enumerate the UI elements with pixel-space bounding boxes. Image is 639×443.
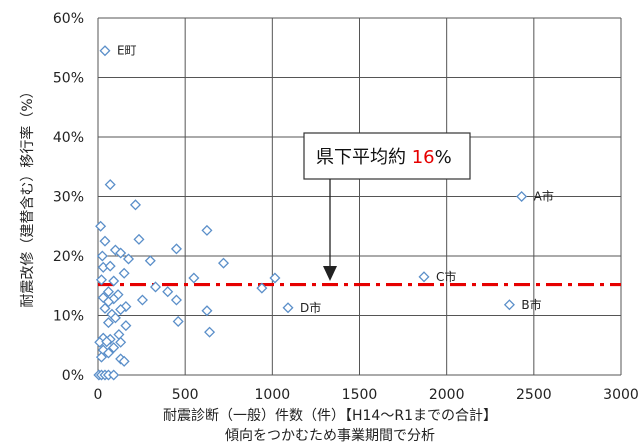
data-point (256, 282, 268, 294)
callout-prefix: 県下平均約 (316, 147, 412, 168)
data-points (93, 45, 528, 381)
y-axis-ticks: 0% 10% 20% 30% 40% 50% 60% (53, 11, 84, 384)
point-label: E町 (117, 44, 137, 58)
y-tick-label: 60% (53, 11, 84, 27)
data-point (118, 355, 130, 367)
data-point (99, 235, 111, 247)
data-point (95, 274, 108, 286)
data-point (133, 233, 145, 245)
callout-value: 16 (412, 147, 435, 168)
data-point (144, 255, 156, 267)
y-tick-label: 0% (62, 368, 84, 384)
data-point (99, 302, 111, 314)
x-axis-title: 耐震診断（一般）件数（件）【H14～R1までの合計】 (163, 408, 497, 424)
x-axis-subtitle: 傾向をつかむため事業期間で分析 (225, 428, 435, 443)
data-point (162, 286, 174, 298)
y-axis-title: 耐震改修（建替含む）移行率（%） (19, 84, 36, 307)
data-point (108, 369, 120, 381)
data-point (96, 250, 108, 262)
data-point (108, 293, 120, 305)
x-tick-label: 0 (94, 387, 103, 403)
data-point (115, 304, 127, 316)
x-tick-label: 1000 (255, 387, 291, 403)
y-tick-label: 50% (53, 71, 84, 87)
data-point (172, 315, 184, 327)
callout-suffix: % (435, 147, 452, 168)
callout-arrowhead (323, 266, 337, 281)
data-point (516, 190, 528, 203)
data-point (136, 294, 148, 306)
data-point (95, 220, 107, 232)
data-point (269, 272, 281, 284)
data-point (108, 275, 120, 287)
data-point (95, 351, 108, 363)
data-point (218, 257, 230, 269)
y-tick-label: 10% (53, 309, 84, 325)
callout-text: 県下平均約 16% (316, 147, 452, 168)
data-point (118, 267, 130, 279)
point-label: B市 (521, 297, 541, 312)
x-tick-label: 2000 (429, 387, 465, 403)
point-label: C市 (436, 269, 456, 284)
data-point (101, 336, 113, 348)
data-point (115, 247, 127, 259)
data-point (115, 336, 127, 348)
data-point (108, 342, 120, 354)
y-tick-label: 20% (53, 249, 84, 265)
data-point (102, 347, 114, 359)
data-point (99, 45, 111, 57)
data-point (170, 294, 182, 306)
data-point (170, 243, 182, 255)
point-labels: E町 A市 C市 D市 B市 (117, 44, 554, 315)
data-point (204, 326, 216, 338)
x-tick-label: 2500 (516, 387, 552, 403)
x-tick-label: 3000 (603, 387, 639, 403)
data-point (201, 224, 213, 236)
data-point (104, 179, 116, 191)
data-point (120, 320, 132, 332)
data-point (97, 292, 109, 304)
average-callout: 県下平均約 16% (303, 132, 471, 281)
x-axis-ticks: 0 500 1000 1500 2000 2500 3000 (94, 387, 639, 403)
y-tick-label: 40% (53, 130, 84, 146)
data-point (102, 317, 114, 329)
y-tick-label: 30% (53, 190, 84, 206)
point-label: A市 (534, 189, 554, 204)
x-tick-label: 500 (172, 387, 199, 403)
point-label: D市 (300, 300, 321, 315)
data-point (129, 199, 142, 211)
data-point (503, 299, 515, 311)
data-point (201, 305, 213, 317)
data-point (150, 281, 162, 293)
data-point (122, 253, 135, 265)
data-point (418, 271, 430, 283)
data-point (282, 302, 294, 314)
data-point (188, 272, 200, 284)
data-point (109, 312, 121, 324)
data-point (113, 329, 125, 341)
x-tick-label: 1500 (342, 387, 378, 403)
callout-box (303, 132, 471, 180)
data-point (104, 260, 116, 272)
